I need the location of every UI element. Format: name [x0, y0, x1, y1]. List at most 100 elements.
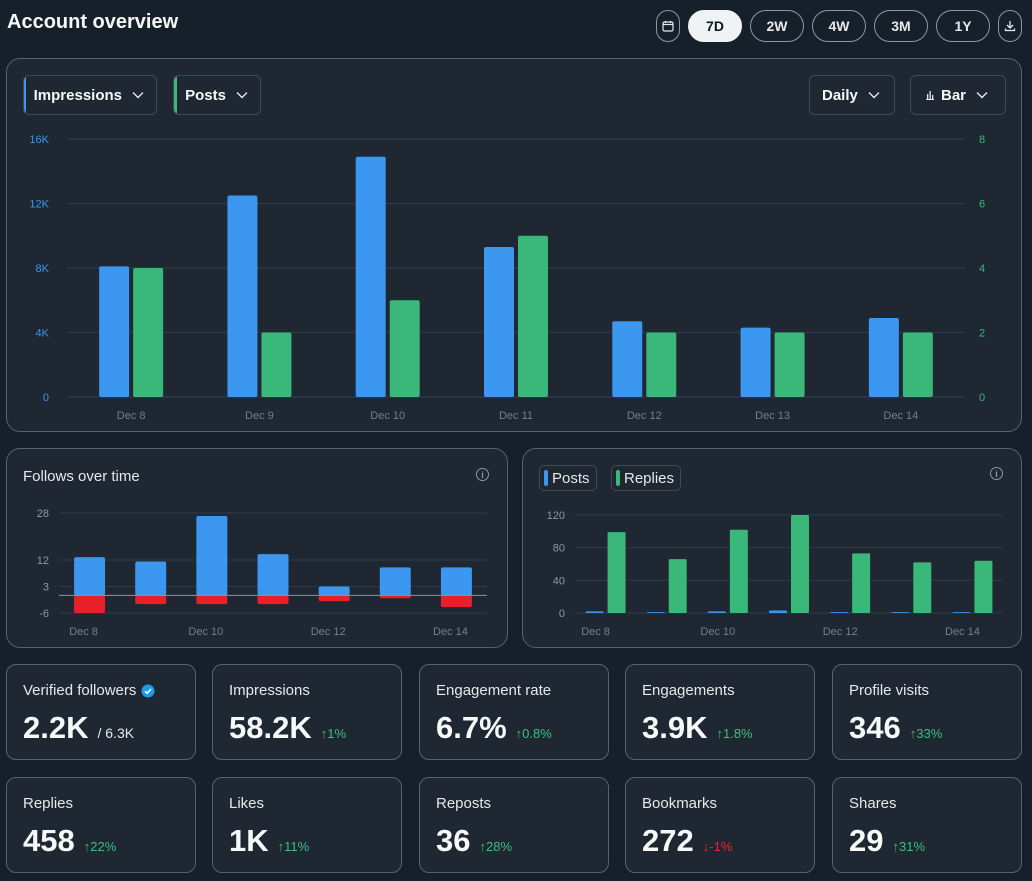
- y-right-tick-label: 2: [979, 328, 985, 340]
- stat-value: 272 ↓-1%: [642, 823, 732, 859]
- range-3m-button[interactable]: 3M: [874, 10, 928, 42]
- stat-change: ↑1%: [321, 726, 346, 741]
- posts-bar: [518, 235, 548, 397]
- posts-bar: [646, 612, 665, 613]
- x-tick-label: Dec 10: [188, 626, 223, 638]
- stat-value: 2.2K / 6.3K: [23, 710, 134, 746]
- stat-change: ↑11%: [278, 839, 310, 854]
- stat-label-text: Impressions: [229, 682, 310, 699]
- legend-replies[interactable]: Replies: [611, 465, 682, 491]
- arrow-down-icon: ↓: [702, 839, 710, 854]
- y-left-tick-label: 0: [43, 392, 49, 404]
- chevron-down-icon: [236, 91, 248, 99]
- stat-change-text: 33%: [916, 726, 943, 741]
- stat-value: 346 ↑33%: [849, 710, 942, 746]
- follows-bar: [196, 515, 228, 596]
- follows-bar: [379, 567, 411, 596]
- posts-bar: [891, 612, 910, 613]
- stat-change-text: -1%: [709, 839, 733, 854]
- x-tick-label: Dec 10: [700, 626, 735, 638]
- calendar-button[interactable]: [656, 10, 680, 42]
- stat-label: Engagement rate: [436, 682, 551, 699]
- stat-card-engagement-rate[interactable]: Engagement rate 6.7% ↑0.8%: [419, 664, 609, 760]
- y-tick-label: 80: [553, 543, 565, 555]
- y-tick-label: -6: [39, 608, 49, 620]
- posts-bar: [707, 611, 726, 613]
- stat-card-reposts[interactable]: Reposts 36 ↑28%: [419, 777, 609, 873]
- stat-label: Engagements: [642, 682, 735, 699]
- range-4w-button[interactable]: 4W: [812, 10, 866, 42]
- chart-type-select[interactable]: Bar: [910, 75, 1006, 115]
- stat-value-text: 272: [642, 823, 694, 858]
- stat-change-text: 11%: [284, 839, 310, 854]
- y-left-tick-label: 8K: [36, 263, 50, 275]
- posts-bar: [261, 332, 292, 397]
- stat-card-profile-visits[interactable]: Profile visits 346 ↑33%: [832, 664, 1022, 760]
- stat-value-text: 1K: [229, 823, 269, 858]
- follows-bar: [440, 567, 472, 596]
- stat-label-text: Likes: [229, 795, 265, 812]
- stat-label-text: Bookmarks: [642, 795, 718, 812]
- chevron-down-icon: [868, 91, 880, 99]
- info-icon[interactable]: i: [476, 468, 489, 481]
- y-right-tick-label: 4: [979, 263, 985, 275]
- stat-label: Shares: [849, 795, 897, 812]
- stat-label-text: Shares: [849, 795, 897, 812]
- stat-card-engagements[interactable]: Engagements 3.9K ↑1.8%: [625, 664, 815, 760]
- unfollows-bar: [318, 595, 350, 602]
- stat-card-shares[interactable]: Shares 29 ↑31%: [832, 777, 1022, 873]
- posts-bar: [774, 332, 805, 397]
- x-tick-label: Dec 8: [117, 410, 146, 422]
- export-button[interactable]: [998, 10, 1022, 42]
- arrow-up-icon: ↑: [320, 726, 328, 741]
- range-2w-button[interactable]: 2W: [750, 10, 804, 42]
- metric1-label: Impressions: [33, 86, 122, 104]
- metric2-label: Posts: [185, 86, 226, 104]
- metric1-select[interactable]: Impressions: [23, 75, 157, 115]
- arrow-up-icon: ↑: [515, 726, 523, 741]
- stat-card-bookmarks[interactable]: Bookmarks 272 ↓-1%: [625, 777, 815, 873]
- posts-bar: [952, 612, 971, 613]
- arrow-up-icon: ↑: [909, 726, 917, 741]
- stat-value-text: 6.7%: [436, 710, 507, 745]
- stat-label: Bookmarks: [642, 795, 717, 812]
- y-tick-label: 3: [43, 582, 49, 594]
- stat-card-impressions[interactable]: Impressions 58.2K ↑1%: [212, 664, 402, 760]
- legend-posts-label: Posts: [552, 469, 590, 487]
- info-icon[interactable]: i: [990, 467, 1003, 480]
- x-tick-label: Dec 12: [311, 626, 346, 638]
- stat-value: 1K ↑11%: [229, 823, 309, 859]
- stat-card-verified-followers[interactable]: Verified followers 2.2K / 6.3K: [6, 664, 196, 760]
- range-7d-button[interactable]: 7D: [688, 10, 742, 42]
- x-tick-label: Dec 14: [433, 626, 468, 638]
- replies-bar: [668, 559, 687, 613]
- y-tick-label: 120: [547, 510, 565, 522]
- y-left-tick-label: 16K: [29, 134, 49, 146]
- arrow-up-icon: ↑: [83, 839, 91, 854]
- stat-change-text: 1%: [327, 726, 347, 741]
- posts-bar: [585, 611, 604, 613]
- follows-bar: [135, 561, 167, 596]
- x-tick-label: Dec 11: [499, 410, 533, 422]
- stat-value-text: 3.9K: [642, 710, 708, 745]
- legend-posts[interactable]: Posts: [539, 465, 597, 491]
- follows-bar: [74, 557, 106, 596]
- replies-bar: [791, 515, 809, 613]
- replies-bar: [913, 562, 932, 613]
- posts-bar: [646, 332, 677, 397]
- stat-card-likes[interactable]: Likes 1K ↑11%: [212, 777, 402, 873]
- x-tick-label: Dec 14: [883, 410, 918, 422]
- stat-card-replies[interactable]: Replies 458 ↑22%: [6, 777, 196, 873]
- stat-label: Reposts: [436, 795, 491, 812]
- range-1y-button[interactable]: 1Y: [936, 10, 990, 42]
- y-right-tick-label: 8: [979, 134, 985, 146]
- interval-select[interactable]: Daily: [809, 75, 895, 115]
- impressions-bar: [868, 317, 899, 397]
- stat-label: Verified followers: [23, 682, 155, 699]
- y-tick-label: 12: [37, 555, 49, 567]
- x-tick-label: Dec 9: [245, 410, 274, 422]
- posts-replies-chart: 0 40 80 120 Dec 8 Dec 10 Dec 12 Dec 14: [547, 510, 1003, 638]
- stat-change: ↑33%: [910, 726, 943, 741]
- impressions-posts-chart: 0 0 4K 2 8K 4 12K 6 16K 8 Dec 8 Dec 9 Dec 10 Dec 11 De…: [29, 134, 985, 422]
- metric2-select[interactable]: Posts: [173, 75, 261, 115]
